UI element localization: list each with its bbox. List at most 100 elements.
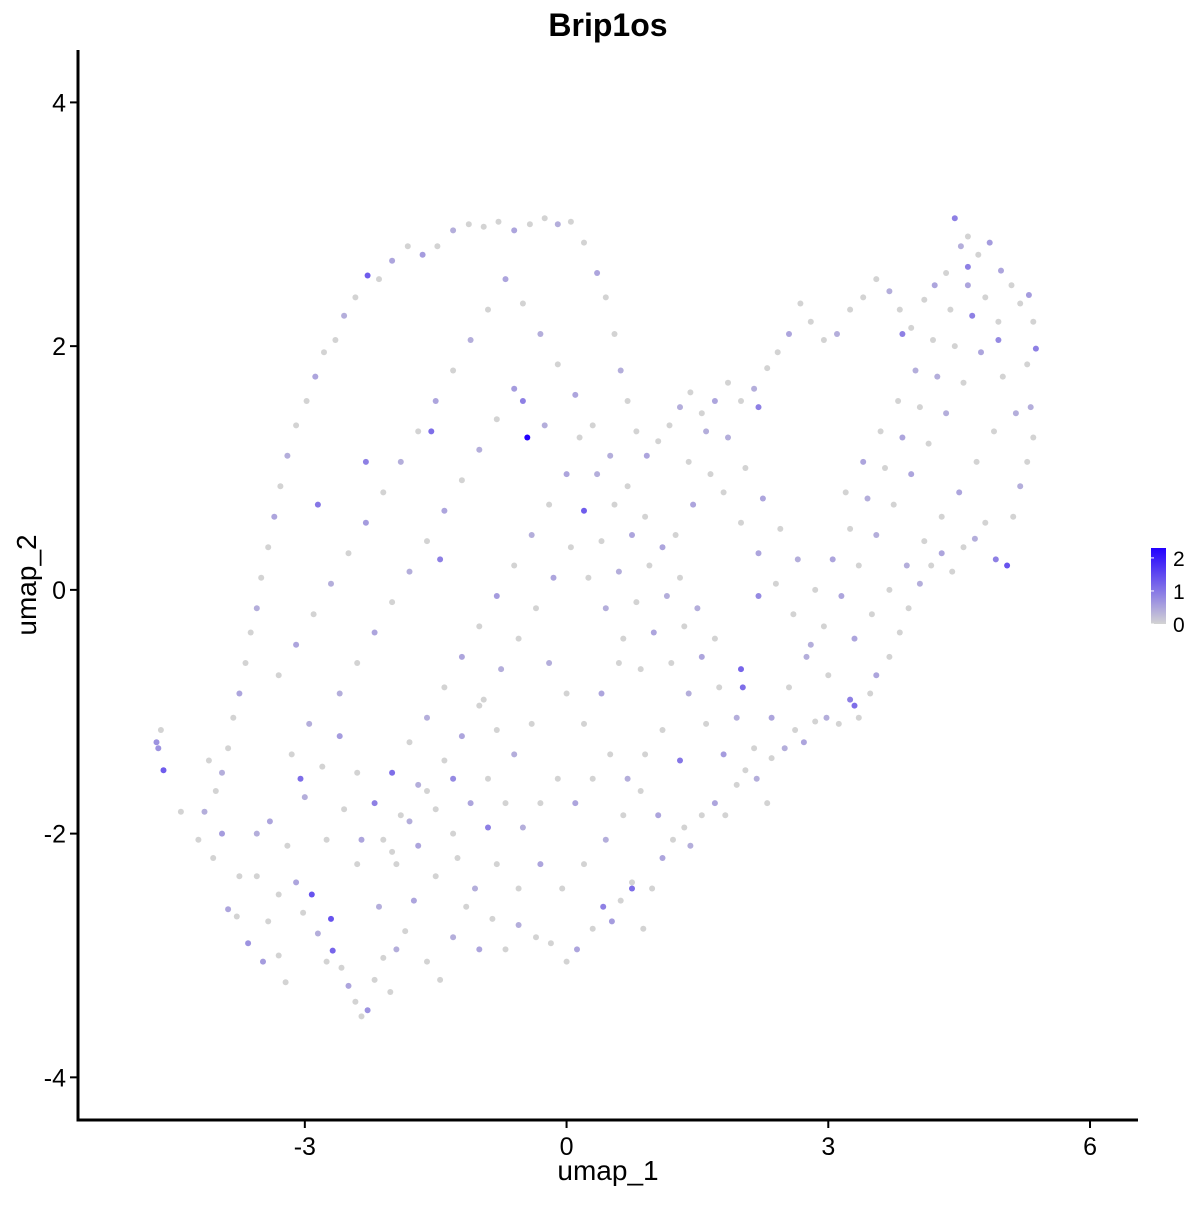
cell-point xyxy=(957,243,964,250)
cell-point xyxy=(978,349,984,356)
cell-point xyxy=(528,532,535,538)
cell-point xyxy=(943,270,950,276)
cell-point xyxy=(354,769,361,776)
cell-point xyxy=(321,349,327,356)
cell-point xyxy=(649,885,656,892)
cell-point xyxy=(247,629,254,636)
cell-point xyxy=(825,672,832,679)
cell-point xyxy=(371,629,378,636)
y-tick-label: 4 xyxy=(52,89,66,117)
cell-point xyxy=(1027,404,1034,411)
cell-point xyxy=(786,684,792,691)
cell-point xyxy=(617,897,624,904)
cell-point xyxy=(835,720,842,727)
cell-point xyxy=(847,696,854,703)
x-tick-label: 6 xyxy=(1083,1133,1097,1161)
cell-point xyxy=(666,422,673,429)
cell-point xyxy=(812,586,819,593)
cell-point xyxy=(266,818,273,825)
cell-point xyxy=(441,757,448,764)
cell-point xyxy=(533,934,539,941)
cell-point xyxy=(659,727,666,733)
cell-point xyxy=(332,337,339,343)
cell-point xyxy=(807,318,814,325)
cell-point xyxy=(1017,483,1024,490)
cell-point xyxy=(559,885,566,892)
cell-point xyxy=(467,800,474,807)
cell-point xyxy=(995,318,1002,325)
cell-point xyxy=(480,223,487,230)
cell-point xyxy=(855,562,862,569)
y-tick-label: 2 xyxy=(52,333,66,361)
cell-point xyxy=(253,873,260,880)
cell-point xyxy=(219,830,225,837)
cell-point xyxy=(323,836,330,843)
cell-point xyxy=(581,720,587,727)
cell-point xyxy=(563,958,570,965)
cell-point xyxy=(389,599,396,606)
cell-point xyxy=(537,331,544,337)
cell-point xyxy=(772,580,779,587)
cell-point xyxy=(851,635,858,642)
cell-point xyxy=(319,763,326,770)
cell-point xyxy=(742,767,749,774)
cell-point xyxy=(938,550,945,557)
cell-point xyxy=(768,714,775,721)
cell-point xyxy=(925,440,932,447)
cell-point xyxy=(546,660,553,666)
cell-point xyxy=(288,751,295,758)
cell-point xyxy=(589,925,596,932)
cell-point xyxy=(515,635,522,642)
cell-point xyxy=(424,714,430,721)
cell-point xyxy=(589,775,596,782)
cell-point xyxy=(792,727,799,733)
cell-point xyxy=(210,855,217,861)
cell-point xyxy=(964,233,971,240)
cell-point xyxy=(253,830,260,837)
cell-point xyxy=(681,623,688,630)
cell-point xyxy=(903,562,910,569)
cell-point xyxy=(873,276,880,283)
cell-point xyxy=(308,891,315,898)
cell-point xyxy=(672,532,679,538)
cell-point xyxy=(441,684,448,691)
cell-point xyxy=(633,428,640,435)
cell-point xyxy=(511,562,518,569)
cell-point xyxy=(389,769,396,776)
cell-point xyxy=(698,812,705,819)
cell-point xyxy=(450,367,457,374)
cell-point xyxy=(931,282,938,289)
chart-title: Brip1os xyxy=(548,7,667,43)
y-tick-label: -2 xyxy=(44,821,66,849)
cell-point xyxy=(629,885,635,892)
cell-point xyxy=(265,918,272,925)
cell-point xyxy=(694,605,701,612)
cell-point xyxy=(450,775,457,782)
cell-point xyxy=(934,373,941,380)
cell-point xyxy=(524,434,531,441)
cell-point xyxy=(541,422,548,429)
cell-point xyxy=(358,836,365,843)
cell-point xyxy=(949,568,956,575)
cell-point xyxy=(476,702,483,709)
cell-point xyxy=(738,666,744,673)
cell-point xyxy=(574,946,580,953)
cell-point xyxy=(476,623,483,630)
cell-point xyxy=(352,294,359,301)
cell-point xyxy=(467,337,474,343)
cell-point xyxy=(707,471,714,478)
cell-point xyxy=(495,218,502,225)
cell-point xyxy=(685,458,692,465)
cell-point xyxy=(554,775,561,782)
cell-point xyxy=(960,379,967,386)
cell-point xyxy=(764,800,771,807)
cell-point xyxy=(600,903,607,910)
cell-point xyxy=(755,550,762,557)
cell-point xyxy=(797,300,804,307)
cell-point xyxy=(293,641,300,648)
cell-point xyxy=(928,562,935,569)
cell-point xyxy=(380,489,387,496)
cell-point xyxy=(581,239,587,246)
cell-point xyxy=(711,800,718,807)
cell-point xyxy=(450,227,457,234)
